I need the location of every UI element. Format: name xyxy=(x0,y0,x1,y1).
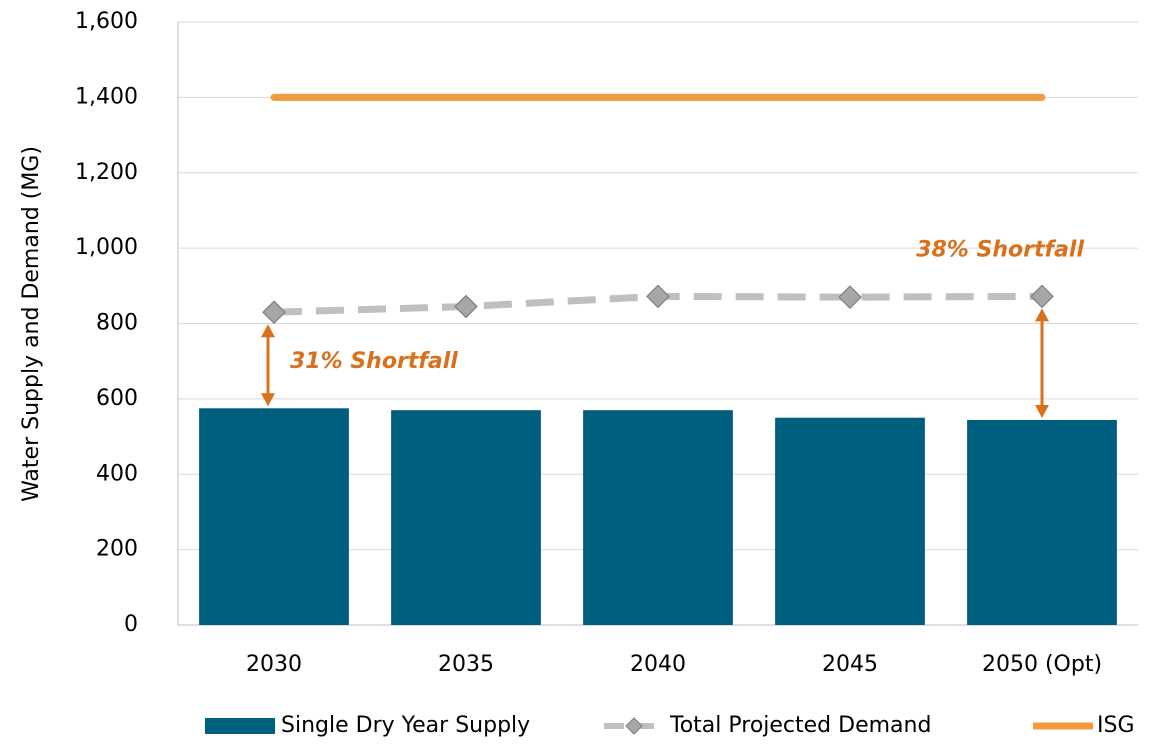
x-tick-label: 2030 xyxy=(246,652,302,677)
x-tick-label: 2040 xyxy=(630,652,686,677)
bar xyxy=(775,417,925,625)
bar xyxy=(391,410,541,625)
x-tick-label: 2035 xyxy=(438,652,494,677)
y-tick-label: 400 xyxy=(96,461,138,486)
legend-swatch xyxy=(625,717,643,735)
legend-label: Total Projected Demand xyxy=(669,713,931,738)
arrow-head xyxy=(1035,308,1049,322)
legend-label: ISG xyxy=(1097,713,1135,738)
marker xyxy=(838,285,862,309)
y-tick-label: 1,400 xyxy=(75,84,138,109)
y-tick-label: 200 xyxy=(96,537,138,562)
annotation: 38% Shortfall xyxy=(916,237,1084,262)
legend-swatch xyxy=(205,718,275,734)
y-axis-label: Water Supply and Demand (MG) xyxy=(19,146,44,502)
annotation: 31% Shortfall xyxy=(290,349,458,374)
marker xyxy=(262,300,286,325)
legend-label: Single Dry Year Supply xyxy=(281,713,530,738)
arrow-head xyxy=(261,393,275,407)
x-tick-label: 2050 (Opt) xyxy=(982,652,1102,677)
y-tick-label: 1,200 xyxy=(75,160,138,185)
bar xyxy=(583,410,733,625)
bar xyxy=(199,408,349,625)
y-tick-label: 1,000 xyxy=(75,235,138,260)
y-tick-label: 0 xyxy=(124,612,138,637)
arrow-head xyxy=(261,324,275,338)
marker xyxy=(454,294,478,319)
y-tick-label: 600 xyxy=(96,386,138,411)
marker xyxy=(646,284,670,309)
bar xyxy=(967,419,1117,625)
y-tick-label: 1,600 xyxy=(75,9,138,34)
y-tick-label: 800 xyxy=(96,311,138,336)
marker xyxy=(1030,284,1054,309)
x-tick-label: 2045 xyxy=(822,652,878,677)
arrow-head xyxy=(1035,404,1049,418)
